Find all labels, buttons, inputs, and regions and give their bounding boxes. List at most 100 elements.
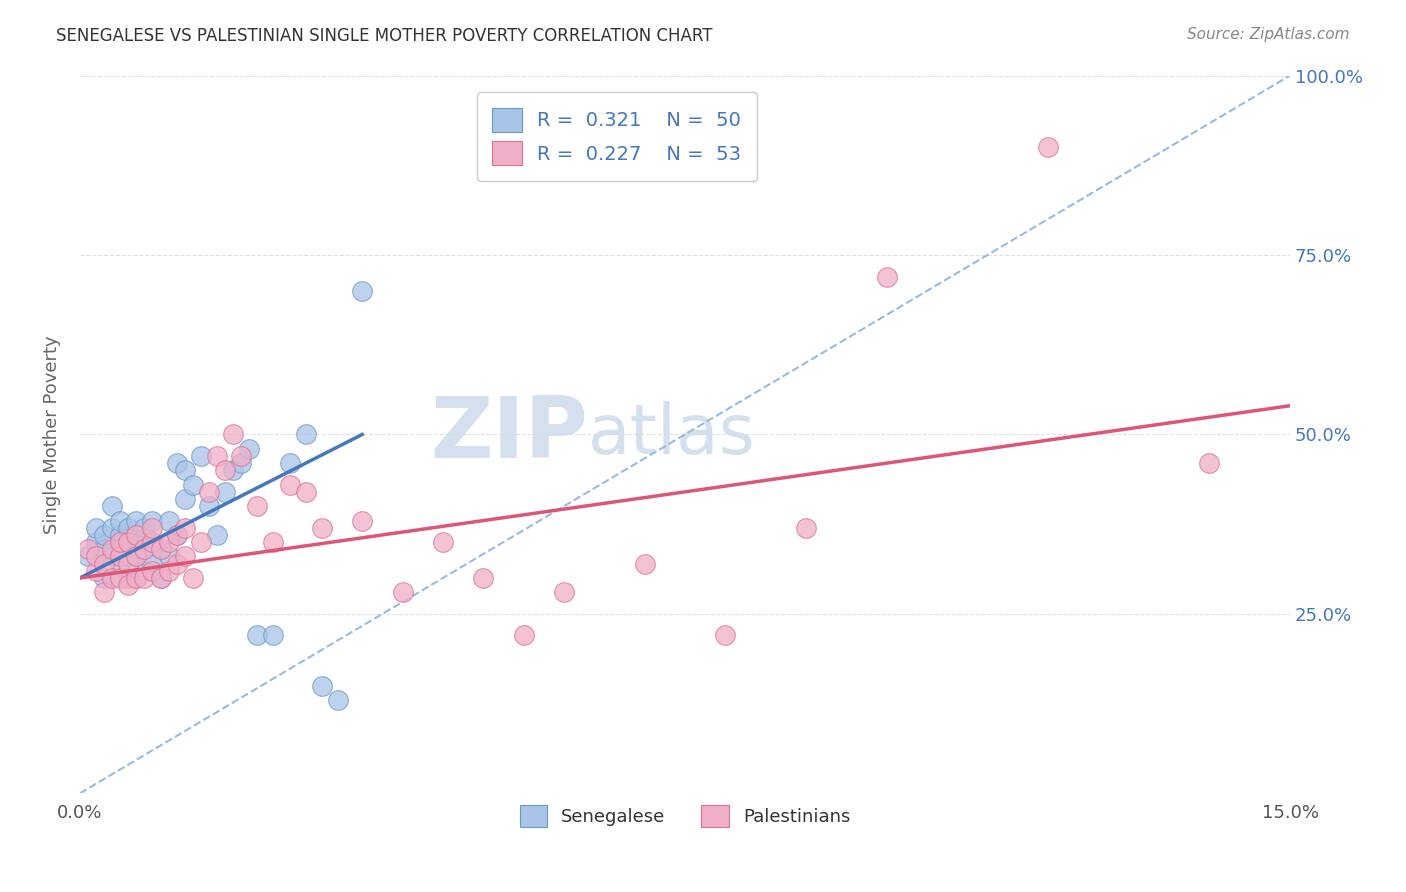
Point (173, 491, 195, 506)
Point (173, 463, 195, 477)
Point (166, 557, 188, 571)
Point (134, 564, 156, 578)
Point (294, 484, 316, 499)
Point (352, 514, 374, 528)
Point (101, 549, 124, 564)
Point (101, 571, 124, 585)
Point (149, 542, 172, 557)
Point (141, 514, 163, 528)
Point (222, 463, 245, 477)
Point (794, 521, 817, 535)
Text: SENEGALESE VS PALESTINIAN SINGLE MOTHER POVERTY CORRELATION CHART: SENEGALESE VS PALESTINIAN SINGLE MOTHER … (56, 27, 713, 45)
Point (246, 500, 269, 514)
Point (352, 284, 374, 298)
Point (101, 500, 124, 514)
Text: atlas: atlas (588, 401, 756, 468)
Point (205, 528, 228, 542)
Point (93, 557, 115, 571)
Point (166, 528, 188, 542)
Point (173, 549, 195, 564)
Point (101, 542, 124, 557)
Point (125, 571, 148, 585)
Point (231, 456, 253, 470)
Point (84, 535, 107, 549)
Point (876, 269, 898, 284)
Point (205, 449, 228, 463)
Point (157, 514, 180, 528)
Text: ZIP: ZIP (430, 393, 588, 476)
Point (101, 521, 124, 535)
Point (125, 549, 148, 564)
Point (77, 549, 100, 564)
Point (125, 528, 148, 542)
Point (181, 477, 204, 491)
Point (149, 542, 172, 557)
Point (166, 528, 188, 542)
Point (1036, 140, 1059, 154)
Point (198, 484, 221, 499)
Point (108, 528, 131, 542)
Point (108, 514, 131, 528)
Point (166, 456, 188, 470)
Text: Source: ZipAtlas.com: Source: ZipAtlas.com (1187, 27, 1350, 42)
Point (117, 535, 139, 549)
Point (181, 571, 204, 585)
Point (391, 585, 413, 599)
Point (93, 585, 115, 599)
Point (134, 542, 156, 557)
Point (125, 514, 148, 528)
Point (246, 628, 269, 642)
Point (117, 571, 139, 585)
Point (294, 427, 316, 442)
Point (190, 449, 212, 463)
Point (278, 456, 301, 470)
Point (93, 528, 115, 542)
Point (278, 477, 301, 491)
Point (149, 571, 172, 585)
Point (77, 542, 100, 557)
Point (141, 564, 163, 578)
Point (190, 535, 212, 549)
Point (472, 571, 495, 585)
Point (157, 549, 180, 564)
Point (141, 521, 163, 535)
Point (117, 521, 139, 535)
Point (125, 549, 148, 564)
Point (714, 628, 737, 642)
Point (134, 542, 156, 557)
Point (108, 571, 131, 585)
Point (141, 535, 163, 549)
Point (117, 535, 139, 549)
Y-axis label: Single Mother Poverty: Single Mother Poverty (44, 335, 60, 533)
Point (84, 564, 107, 578)
Point (311, 679, 333, 693)
Point (125, 528, 148, 542)
Point (311, 521, 333, 535)
Point (238, 442, 260, 456)
Point (108, 557, 131, 571)
Point (553, 585, 575, 599)
Point (157, 564, 180, 578)
Point (222, 427, 245, 442)
Point (633, 557, 655, 571)
Point (84, 549, 107, 564)
Point (117, 578, 139, 592)
Point (214, 484, 236, 499)
Point (432, 535, 454, 549)
Point (93, 571, 115, 585)
Point (84, 521, 107, 535)
Point (157, 535, 180, 549)
Point (1198, 456, 1220, 470)
Point (231, 449, 253, 463)
Point (141, 557, 163, 571)
Point (108, 542, 131, 557)
Point (263, 628, 285, 642)
Point (512, 628, 534, 642)
Point (108, 549, 131, 564)
Point (134, 571, 156, 585)
Point (93, 542, 115, 557)
Point (198, 500, 221, 514)
Point (134, 521, 156, 535)
Point (214, 463, 236, 477)
Point (263, 535, 285, 549)
